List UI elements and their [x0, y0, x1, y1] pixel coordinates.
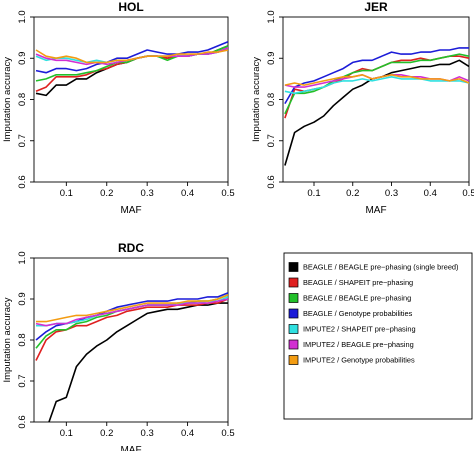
y-tick-label: 0.6	[17, 175, 28, 188]
x-tick-label: 0.2	[100, 188, 113, 199]
legend-label: IMPUTE2 / BEAGLE pre−phasing	[303, 340, 414, 349]
legend-swatch	[288, 262, 299, 272]
y-axis-label: Imputation accuracy	[2, 57, 13, 142]
series-line-s5	[284, 76, 469, 95]
legend-label: BEAGLE / BEAGLE pre−phasing	[303, 294, 411, 303]
panel-title: HOL	[118, 0, 143, 14]
legend-swatch	[288, 355, 299, 365]
y-tick-label: 1.0	[266, 10, 277, 23]
legend-box	[283, 252, 473, 420]
x-tick-label: 0.1	[307, 188, 320, 199]
y-tick-label: 0.8	[17, 93, 28, 106]
x-axis-label: MAF	[120, 205, 141, 216]
x-tick-label: 0.4	[424, 188, 437, 199]
y-tick-label: 0.9	[17, 52, 28, 65]
series-line-s2	[284, 55, 469, 119]
legend: BEAGLE / BEAGLE pre−phasing (single bree…	[283, 252, 473, 420]
legend-swatch	[288, 339, 299, 350]
legend-item: IMPUTE2 / SHAPEIT pre−phasing	[288, 324, 416, 334]
x-tick-label: 0.2	[346, 188, 359, 199]
legend-swatch	[288, 308, 299, 319]
x-tick-label: 0.4	[181, 188, 194, 199]
y-axis-label: Imputation accuracy	[2, 297, 13, 382]
panel-hol: HOL 0.6 0.7 0.8 0.9 1.0 0.1 0.2 0.3 0.4 0.5 MAF Impu…	[2, 0, 235, 216]
panel-title: JER	[364, 0, 388, 14]
x-axis-label: MAF	[365, 205, 386, 216]
series-line-s4	[35, 292, 228, 341]
x-tick-label: 0.3	[141, 428, 154, 439]
y-tick-label: 0.9	[17, 292, 28, 305]
series-line-s4	[284, 47, 469, 105]
y-tick-label: 0.6	[266, 175, 277, 188]
y-tick-label: 0.8	[266, 93, 277, 106]
y-tick-label: 1.0	[17, 251, 28, 264]
series-line-s7	[36, 294, 228, 323]
series-line-s7	[284, 74, 469, 86]
x-tick-label: 0.1	[60, 428, 73, 439]
plot-frame	[33, 257, 229, 423]
plot-frame	[282, 16, 470, 183]
legend-label: IMPUTE2 / Genotype probabilities	[303, 356, 415, 365]
legend-item: BEAGLE / Genotype probabilities	[288, 308, 413, 319]
y-tick-label: 1.0	[17, 10, 28, 23]
x-axis-label: MAF	[120, 445, 141, 451]
panel-rdc: RDC 0.6 0.7 0.8 0.9 1.0 0.1 0.2 0.3 0.4 0.5 MAF Impu…	[2, 241, 235, 451]
x-tick-label: 0.5	[221, 188, 234, 199]
panel-title: RDC	[118, 241, 144, 255]
legend-item: BEAGLE / BEAGLE pre−phasing	[288, 293, 411, 303]
series-line-s4	[35, 41, 228, 74]
x-tick-label: 0.5	[221, 428, 234, 439]
y-tick-label: 0.7	[17, 374, 28, 387]
y-tick-label: 0.8	[17, 333, 28, 346]
legend-label: BEAGLE / SHAPEIT pre−phasing	[303, 278, 413, 287]
panel-jer: JER 0.6 0.7 0.8 0.9 1.0 0.1 0.2 0.3 0.4 0.5 MAF Impu…	[251, 0, 474, 216]
plot-frame	[33, 16, 229, 183]
legend-label: BEAGLE / Genotype probabilities	[303, 309, 413, 318]
series-line-s7	[35, 49, 228, 64]
legend-item: BEAGLE / SHAPEIT pre−phasing	[288, 277, 413, 288]
legend-swatch	[288, 277, 299, 288]
x-tick-label: 0.5	[462, 188, 474, 199]
legend-swatch	[288, 324, 299, 334]
legend-label: IMPUTE2 / SHAPEIT pre−phasing	[303, 325, 416, 334]
x-tick-label: 0.2	[100, 428, 113, 439]
series-line-s3	[284, 53, 469, 115]
legend-item: BEAGLE / BEAGLE pre−phasing (single bree…	[288, 262, 459, 272]
y-tick-label: 0.7	[266, 134, 277, 147]
legend-item: IMPUTE2 / BEAGLE pre−phasing	[288, 339, 414, 350]
legend-label: BEAGLE / BEAGLE pre−phasing (single bree…	[303, 263, 459, 272]
x-tick-label: 0.3	[141, 188, 154, 199]
x-tick-label: 0.3	[385, 188, 398, 199]
x-tick-label: 0.4	[181, 428, 194, 439]
series-line-s6	[35, 298, 228, 327]
y-tick-label: 0.9	[266, 52, 277, 65]
y-tick-label: 0.6	[17, 415, 28, 428]
legend-item: IMPUTE2 / Genotype probabilities	[288, 355, 415, 365]
x-tick-label: 0.1	[60, 188, 73, 199]
legend-swatch	[288, 293, 299, 303]
y-axis-label: Imputation accuracy	[251, 57, 262, 142]
series-line-s1	[284, 59, 469, 166]
y-tick-label: 0.7	[17, 134, 28, 147]
